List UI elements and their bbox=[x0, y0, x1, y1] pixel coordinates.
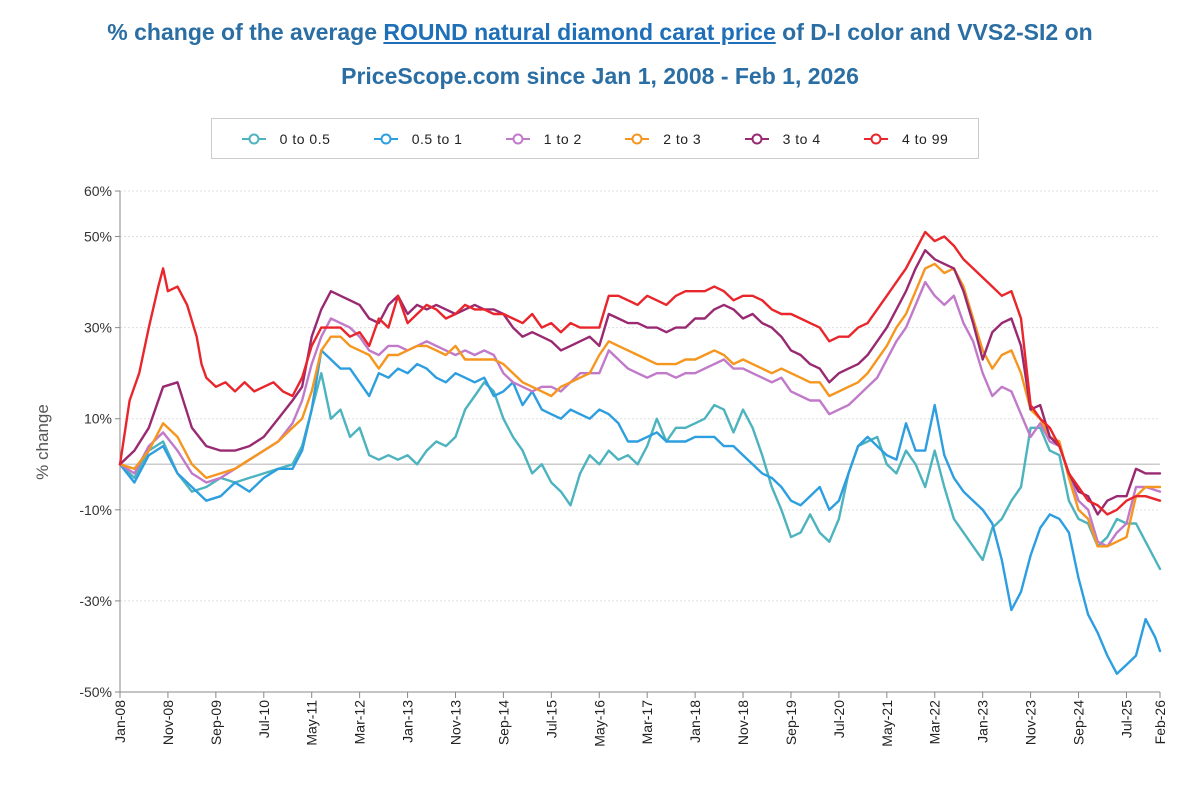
y-axis-title: % change bbox=[33, 404, 52, 480]
x-tick-label: Sep-09 bbox=[208, 700, 224, 745]
x-tick-label: Nov-08 bbox=[160, 700, 176, 745]
y-tick-label: -10% bbox=[79, 502, 112, 518]
y-tick-label: -30% bbox=[79, 593, 112, 609]
series-line bbox=[118, 349, 1162, 675]
x-tick-label: Mar-12 bbox=[352, 700, 368, 745]
y-tick-label: 30% bbox=[84, 320, 112, 336]
legend-label: 0 to 0.5 bbox=[279, 130, 331, 147]
title-suffix: of D-I color and VVS2-SI2 on bbox=[775, 19, 1093, 45]
x-tick-label: May-11 bbox=[304, 700, 320, 746]
x-tick-label: May-16 bbox=[591, 700, 607, 747]
legend-marker-icon bbox=[373, 133, 398, 144]
legend-item[interactable]: 2 to 3 bbox=[625, 131, 701, 147]
y-tick-label: 10% bbox=[84, 411, 112, 427]
legend-marker-icon bbox=[625, 133, 650, 144]
x-tick-label: Feb-26 bbox=[1152, 700, 1168, 745]
x-tick-label: Jan-18 bbox=[687, 700, 703, 743]
legend-item[interactable]: 0 to 0.5 bbox=[241, 130, 331, 147]
series-line bbox=[118, 262, 1162, 548]
x-tick-label: Nov-13 bbox=[447, 700, 463, 745]
legend-item[interactable]: 0.5 to 1 bbox=[373, 130, 463, 147]
title-line-2: PriceScope.com since Jan 1, 2008 - Feb 1… bbox=[341, 63, 859, 89]
legend-marker-icon bbox=[505, 133, 530, 144]
x-tick-label: Mar-22 bbox=[927, 700, 943, 745]
x-tick-label: Jul-10 bbox=[256, 700, 272, 738]
legend-item[interactable]: 4 to 99 bbox=[863, 130, 949, 147]
legend-item[interactable]: 3 to 4 bbox=[744, 130, 821, 147]
series-line bbox=[118, 280, 1162, 548]
x-tick-label: Nov-18 bbox=[735, 700, 751, 745]
legend-marker-icon bbox=[241, 133, 266, 144]
legend-label: 4 to 99 bbox=[901, 130, 949, 147]
x-tick-label: Jul-20 bbox=[831, 700, 847, 738]
legend-label: 1 to 2 bbox=[543, 130, 582, 147]
x-tick-label: Mar-17 bbox=[639, 700, 655, 745]
chart-legend: 0 to 0.5 0.5 to 1 1 to 2 2 to 3 3 to 4 4 to 9… bbox=[211, 118, 979, 159]
legend-label: 0.5 to 1 bbox=[411, 130, 463, 147]
x-tick-label: Jul-15 bbox=[543, 700, 559, 738]
chart-title: % change of the average ROUND natural di… bbox=[0, 10, 1200, 98]
title-prefix: % change of the average bbox=[107, 19, 384, 45]
legend-marker-icon bbox=[744, 133, 769, 144]
x-tick-label: Sep-14 bbox=[495, 700, 511, 745]
y-tick-label: 60% bbox=[84, 183, 112, 199]
x-tick-label: Sep-19 bbox=[783, 700, 799, 745]
x-tick-label: Jul-25 bbox=[1118, 700, 1134, 738]
x-tick-label: Jan-08 bbox=[112, 700, 128, 743]
legend-label: 3 to 4 bbox=[782, 130, 821, 147]
x-tick-label: Jan-23 bbox=[975, 700, 991, 743]
y-tick-label: -50% bbox=[79, 684, 112, 700]
series-line bbox=[118, 249, 1162, 516]
x-tick-label: Sep-24 bbox=[1071, 700, 1087, 745]
y-tick-label: 50% bbox=[84, 229, 112, 245]
legend-marker-icon bbox=[863, 133, 888, 144]
x-tick-label: May-21 bbox=[879, 700, 895, 747]
legend-item[interactable]: 1 to 2 bbox=[505, 130, 582, 147]
x-tick-label: Jan-13 bbox=[400, 700, 416, 743]
title-link[interactable]: ROUND natural diamond carat price bbox=[383, 19, 776, 45]
legend-label: 2 to 3 bbox=[663, 130, 702, 147]
series-line bbox=[118, 230, 1162, 516]
x-tick-label: Nov-23 bbox=[1023, 700, 1039, 745]
